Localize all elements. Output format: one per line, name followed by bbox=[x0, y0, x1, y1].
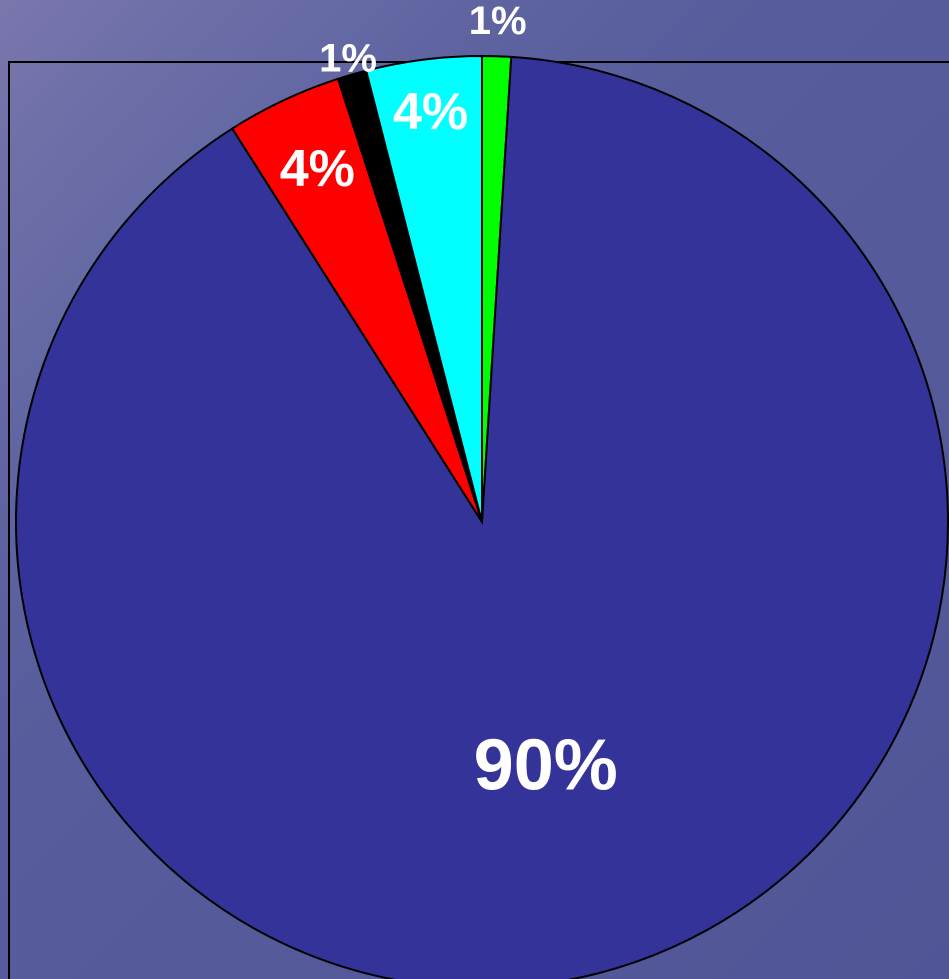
labels: 1%90%4%1%4% bbox=[280, 0, 618, 805]
data-label: 1% bbox=[319, 37, 377, 81]
data-label: 4% bbox=[280, 140, 355, 198]
pie-slice bbox=[364, 54, 483, 523]
slices bbox=[15, 54, 949, 979]
data-label: 90% bbox=[474, 725, 618, 805]
data-label: 4% bbox=[393, 83, 468, 141]
pie-slice bbox=[15, 55, 949, 979]
data-label: 1% bbox=[469, 0, 527, 43]
